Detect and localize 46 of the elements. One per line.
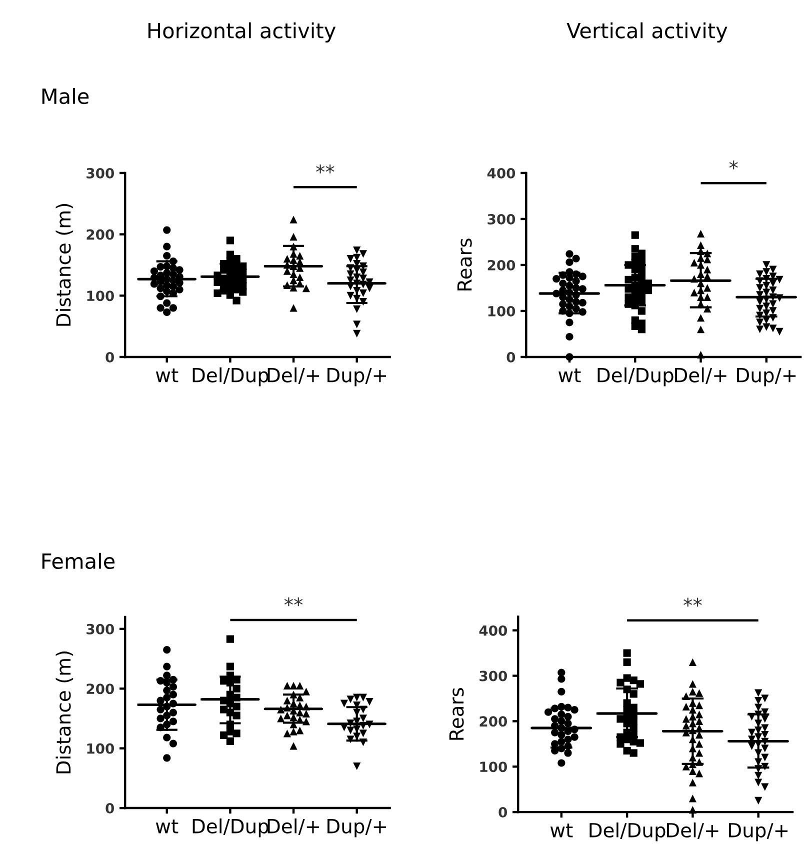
x-tick-label: Del/Dup (598, 367, 674, 386)
x-tick-label: Del/Dup (192, 818, 268, 838)
y-tick-label: 400 (487, 168, 516, 178)
chart-subtitle: Female (42, 552, 115, 570)
y-tick-label: 0 (106, 803, 114, 814)
chart-title: Vertical activity (566, 22, 728, 42)
x-tick-label: wt (558, 368, 581, 382)
x-tick-label: Del/Dup (590, 822, 666, 842)
y-axis-title: Distance (m) (56, 652, 74, 774)
x-tick-label: Del/+ (268, 818, 320, 836)
text: * (729, 160, 738, 170)
x-tick-label: Dup/+ (729, 823, 788, 842)
y-tick-label: 100 (87, 290, 114, 302)
y-axis-title: Distance (m) (56, 204, 74, 326)
text: ** (684, 598, 702, 607)
x-tick-label: Dup/+ (737, 368, 796, 386)
x-tick-label: wt (550, 824, 573, 838)
y-tick-label: 0 (106, 352, 114, 362)
y-tick-label: 0 (506, 352, 516, 362)
y-tick-label: 100 (488, 306, 516, 316)
y-tick-label: 300 (86, 624, 114, 634)
y-tick-label: 300 (480, 670, 508, 682)
y-tick-label: 300 (86, 168, 114, 178)
x-tick-label: Dup/+ (328, 368, 386, 386)
annotation: ** (316, 164, 334, 174)
y-tick-label: 100 (87, 743, 114, 754)
x-tick-label: Del/+ (268, 367, 320, 384)
y-tick-label: 0 (498, 807, 508, 818)
y-tick-label: 300 (488, 214, 516, 224)
y-tick-label: 200 (86, 229, 114, 240)
y-tick-label: 200 (86, 684, 114, 694)
x-tick-label: Del/+ (667, 822, 718, 840)
y-tick-label: 400 (479, 625, 508, 636)
y-axis-title: Rears (457, 238, 472, 290)
y-axis-title: Rears (449, 688, 464, 740)
chart-title: Horizontal activity (148, 22, 336, 42)
x-tick-label: Dup/+ (328, 819, 386, 838)
text: ** (284, 597, 303, 606)
chart-subtitle: Male (42, 88, 89, 104)
x-tick-label: Del/+ (675, 367, 726, 384)
x-tick-label: Del/Dup (192, 367, 268, 386)
y-tick-label: 200 (480, 716, 508, 727)
y-tick-label: 200 (488, 260, 516, 270)
y-tick-label: 100 (480, 762, 508, 772)
x-tick-label: wt (156, 820, 178, 834)
x-tick-label: wt (156, 368, 178, 382)
